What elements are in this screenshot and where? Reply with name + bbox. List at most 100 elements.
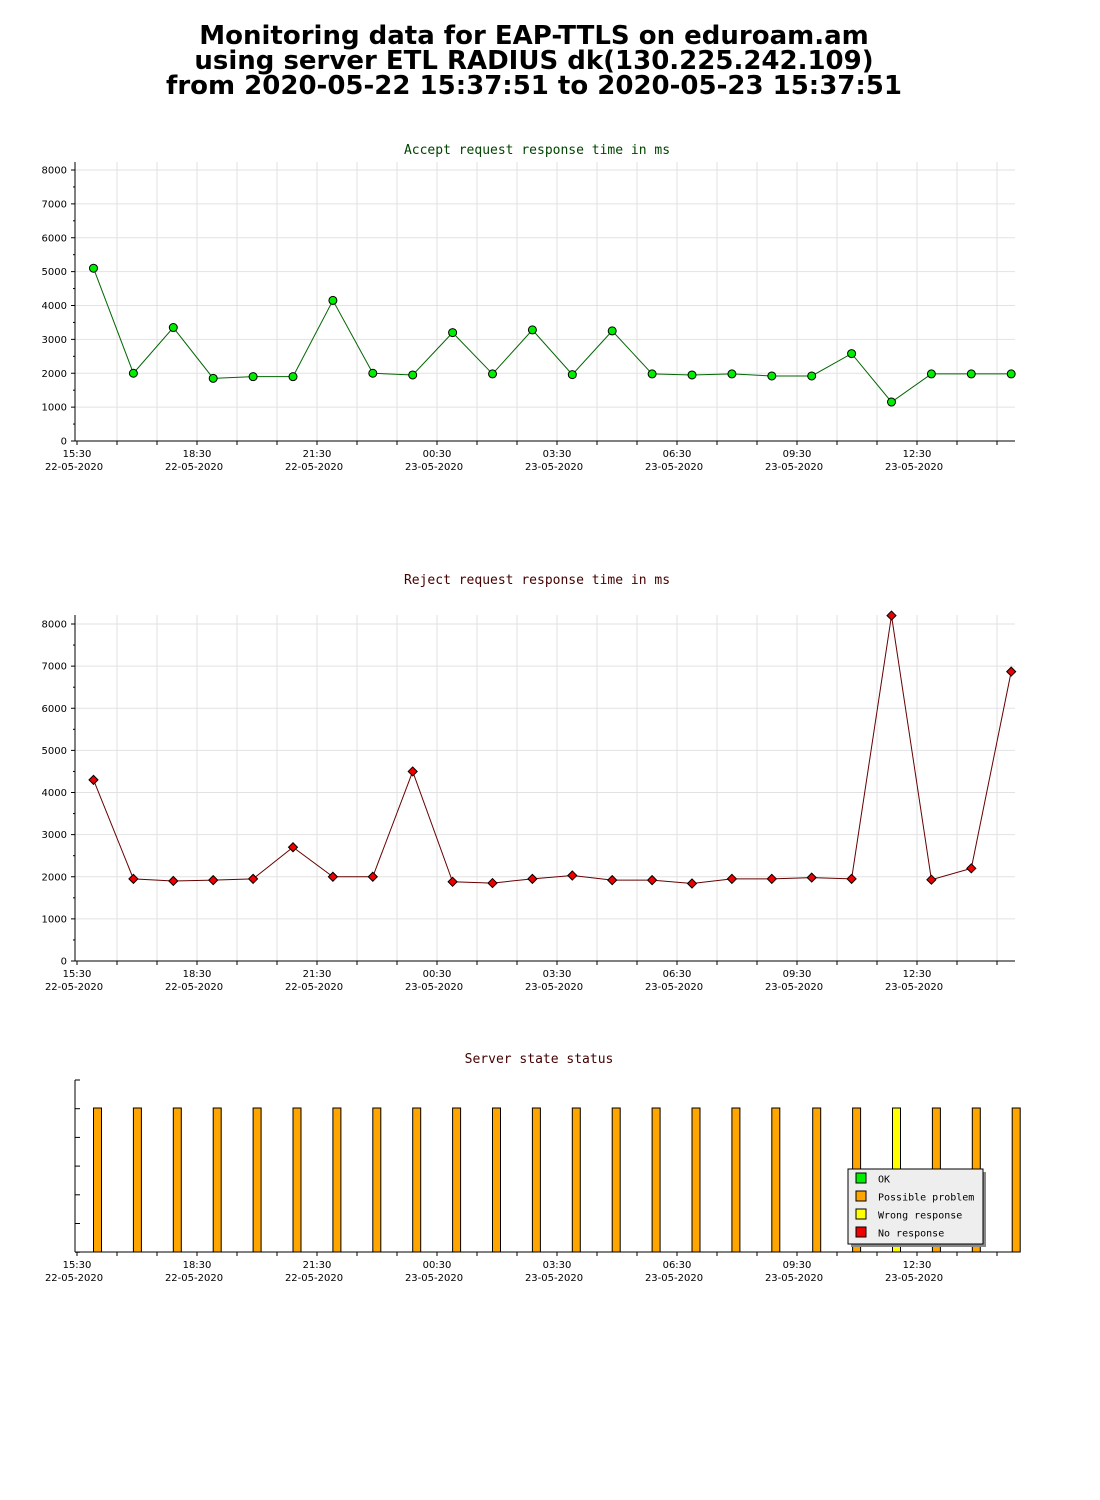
y-tick-label: 8000 — [42, 166, 67, 177]
data-point — [407, 766, 418, 777]
y-tick-label: 2000 — [42, 369, 67, 380]
x-tick-time: 12:30 — [903, 1260, 932, 1271]
data-point — [966, 863, 977, 874]
legend-swatch-ok — [855, 1172, 867, 1184]
title-line-3: from 2020-05-22 15:37:51 to 2020-05-23 1… — [166, 71, 902, 101]
x-tick-time: 15:30 — [63, 1260, 92, 1271]
data-point — [687, 370, 697, 380]
data-point — [686, 878, 698, 889]
x-tick-date: 22-05-2020 — [285, 1273, 343, 1284]
data-point — [287, 842, 299, 853]
data-point — [847, 349, 857, 359]
data-point — [1005, 666, 1017, 677]
x-tick-date: 23-05-2020 — [525, 1273, 583, 1284]
x-tick-time: 06:30 — [663, 969, 692, 980]
x-tick-date: 22-05-2020 — [45, 462, 103, 473]
data-point — [727, 369, 737, 379]
status-bar — [691, 1107, 701, 1253]
data-point — [208, 373, 218, 383]
x-tick-date: 23-05-2020 — [525, 462, 583, 473]
data-point — [367, 871, 379, 882]
status-bar — [731, 1107, 741, 1253]
chart-3: Server state status 15:30 22-05-2020 18:30 2… — [45, 1052, 1021, 1284]
y-tick-label: 7000 — [42, 662, 67, 673]
y-tick-label: 5000 — [42, 267, 67, 278]
data-point — [607, 326, 617, 336]
legend-label-possible_problem: Possible problem — [878, 1193, 974, 1204]
data-point — [887, 397, 896, 407]
x-tick-time: 09:30 — [783, 1260, 812, 1271]
x-tick-date: 23-05-2020 — [885, 1273, 943, 1284]
data-point — [767, 371, 777, 381]
status-bar — [611, 1107, 621, 1253]
chart-1: Accept request response time in ms 0 1000 2… — [42, 143, 1016, 473]
data-point — [926, 369, 936, 379]
status-bar — [771, 1107, 781, 1253]
chart-title: Server state status — [465, 1052, 614, 1067]
status-bar — [93, 1107, 102, 1253]
data-point — [447, 876, 458, 888]
x-tick-time: 21:30 — [303, 1260, 332, 1271]
legend: OK Possible problem Wrong response No respo… — [847, 1168, 986, 1247]
status-bar — [412, 1107, 422, 1253]
x-tick-date: 23-05-2020 — [885, 982, 943, 993]
x-tick-date: 23-05-2020 — [885, 462, 943, 473]
y-tick-label: 6000 — [42, 233, 67, 244]
data-point — [606, 874, 618, 886]
status-bar — [1011, 1107, 1021, 1253]
legend-label-wrong_response: Wrong response — [878, 1211, 962, 1222]
y-tick-label: 8000 — [42, 620, 67, 631]
y-tick-label: 2000 — [42, 872, 67, 883]
x-tick-date: 22-05-2020 — [45, 982, 103, 993]
page-title: Monitoring data for EAP-TTLS on eduroam.… — [0, 23, 1068, 101]
x-tick-date: 23-05-2020 — [765, 462, 823, 473]
data-point — [647, 369, 657, 379]
data-point — [368, 368, 378, 378]
chart-title: Accept request response time in ms — [404, 143, 670, 158]
data-point — [1006, 369, 1016, 379]
y-tick-label: 3000 — [42, 830, 67, 841]
status-bar — [452, 1107, 462, 1253]
x-tick-time: 09:30 — [783, 969, 812, 980]
data-point — [168, 875, 179, 887]
data-point — [128, 368, 138, 378]
x-tick-date: 22-05-2020 — [285, 982, 343, 993]
x-tick-time: 12:30 — [903, 449, 932, 460]
x-tick-time: 18:30 — [183, 449, 212, 460]
legend-swatch-possible_problem — [855, 1190, 867, 1202]
x-tick-date: 22-05-2020 — [165, 1273, 223, 1284]
status-bar — [571, 1107, 581, 1253]
status-bar — [132, 1107, 142, 1253]
y-tick-label: 1000 — [42, 403, 67, 414]
chart-2: Reject request response time in ms 0 1000 2… — [42, 573, 1017, 993]
data-point — [807, 371, 817, 381]
x-tick-time: 06:30 — [663, 449, 692, 460]
x-tick-date: 23-05-2020 — [765, 1273, 823, 1284]
y-tick-label: 4000 — [42, 301, 67, 312]
status-bar — [252, 1107, 262, 1253]
x-tick-date: 22-05-2020 — [165, 982, 223, 993]
data-point — [527, 325, 537, 335]
data-point — [806, 872, 817, 883]
data-point — [247, 873, 259, 885]
legend-box — [847, 1168, 984, 1245]
data-point — [288, 372, 298, 382]
data-point — [408, 370, 418, 380]
x-tick-time: 03:30 — [543, 1260, 572, 1271]
x-tick-time: 15:30 — [63, 969, 92, 980]
y-tick-label: 7000 — [42, 199, 67, 210]
data-point — [766, 873, 778, 885]
x-tick-date: 22-05-2020 — [285, 462, 343, 473]
data-point — [448, 328, 458, 338]
x-tick-time: 03:30 — [543, 449, 572, 460]
x-tick-time: 00:30 — [423, 1260, 452, 1271]
status-bar — [812, 1107, 822, 1253]
y-tick-label: 3000 — [42, 335, 67, 346]
data-point — [328, 295, 338, 305]
status-bar — [492, 1107, 501, 1253]
y-tick-label: 6000 — [42, 704, 67, 715]
y-tick-label: 0 — [61, 437, 67, 448]
status-bar — [372, 1107, 382, 1253]
data-point — [646, 874, 658, 886]
x-tick-time: 00:30 — [423, 969, 452, 980]
